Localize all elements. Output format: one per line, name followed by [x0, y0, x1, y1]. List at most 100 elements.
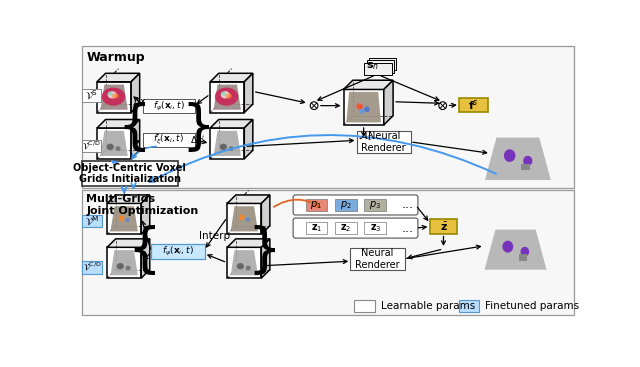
- Text: $\mathbf{z}_2$: $\mathbf{z}_2$: [340, 222, 351, 234]
- Ellipse shape: [125, 266, 131, 270]
- Circle shape: [439, 102, 447, 109]
- Text: $f_\xi^\prime(\mathbf{x}_i, t)$: $f_\xi^\prime(\mathbf{x}_i, t)$: [153, 133, 184, 147]
- FancyBboxPatch shape: [364, 199, 386, 211]
- Polygon shape: [131, 73, 140, 113]
- Polygon shape: [210, 73, 253, 82]
- Bar: [210, 82, 244, 113]
- Polygon shape: [131, 120, 140, 159]
- Polygon shape: [261, 195, 270, 234]
- Text: Neural
Renderer: Neural Renderer: [355, 248, 400, 270]
- Text: $\mathcal{V}^\mathrm{M}$: $\mathcal{V}^\mathrm{M}$: [85, 214, 100, 228]
- FancyBboxPatch shape: [429, 219, 458, 234]
- Ellipse shape: [220, 143, 227, 150]
- Polygon shape: [100, 84, 128, 110]
- FancyBboxPatch shape: [364, 62, 392, 75]
- Polygon shape: [344, 80, 393, 90]
- Ellipse shape: [112, 93, 119, 99]
- Text: $\Delta x'$: $\Delta x'$: [190, 134, 205, 145]
- Ellipse shape: [246, 266, 251, 270]
- Polygon shape: [230, 206, 258, 232]
- Text: $\mathbf{s}_n$: $\mathbf{s}_n$: [366, 60, 380, 72]
- Polygon shape: [214, 84, 241, 110]
- Polygon shape: [141, 239, 150, 278]
- Polygon shape: [485, 138, 551, 180]
- Text: ...: ...: [402, 222, 414, 235]
- Ellipse shape: [523, 156, 532, 166]
- Polygon shape: [111, 206, 138, 232]
- Text: $\mathcal{V}^\mathrm{C/D}$: $\mathcal{V}^\mathrm{C/D}$: [83, 261, 102, 273]
- Polygon shape: [244, 73, 253, 113]
- Text: $f_\psi(\mathbf{x}_i, t)$: $f_\psi(\mathbf{x}_i, t)$: [162, 245, 193, 258]
- Text: $\mathcal{A}_t$: $\mathcal{A}_t$: [358, 130, 373, 143]
- Polygon shape: [107, 195, 150, 203]
- FancyBboxPatch shape: [83, 261, 102, 273]
- FancyBboxPatch shape: [83, 90, 101, 102]
- Ellipse shape: [221, 92, 226, 96]
- Text: $\mathbf{z}_1$: $\mathbf{z}_1$: [310, 222, 322, 234]
- Text: Object-Centric Voxel
Grids Initialization: Object-Centric Voxel Grids Initializatio…: [73, 163, 186, 184]
- Polygon shape: [107, 239, 150, 247]
- Text: Finetuned params: Finetuned params: [485, 301, 579, 311]
- Ellipse shape: [107, 143, 114, 150]
- Polygon shape: [214, 131, 241, 156]
- Text: $f_\psi(\mathbf{x}_i, t)$: $f_\psi(\mathbf{x}_i, t)$: [153, 99, 185, 113]
- Ellipse shape: [364, 106, 370, 112]
- Text: {: {: [117, 102, 151, 154]
- Ellipse shape: [502, 241, 513, 252]
- Text: ...: ...: [402, 199, 414, 211]
- FancyBboxPatch shape: [367, 60, 394, 73]
- Bar: [107, 203, 141, 234]
- FancyBboxPatch shape: [459, 98, 488, 112]
- Ellipse shape: [237, 263, 244, 269]
- Bar: [210, 128, 244, 159]
- Bar: [518, 254, 527, 261]
- Text: $\mathcal{V}^\mathrm{S}$: $\mathcal{V}^\mathrm{S}$: [85, 89, 98, 102]
- FancyBboxPatch shape: [81, 46, 575, 188]
- FancyBboxPatch shape: [83, 215, 102, 227]
- Ellipse shape: [116, 263, 124, 269]
- Ellipse shape: [221, 91, 230, 98]
- Polygon shape: [227, 195, 270, 203]
- FancyBboxPatch shape: [143, 132, 195, 147]
- Ellipse shape: [239, 214, 244, 220]
- Ellipse shape: [228, 146, 234, 151]
- Ellipse shape: [215, 87, 238, 106]
- FancyBboxPatch shape: [293, 195, 418, 215]
- Text: $\mathcal{V}^\mathrm{C/D}$: $\mathcal{V}^\mathrm{C/D}$: [82, 139, 101, 152]
- Polygon shape: [141, 195, 150, 234]
- Polygon shape: [244, 120, 253, 159]
- Ellipse shape: [102, 87, 125, 106]
- Polygon shape: [97, 73, 140, 82]
- FancyBboxPatch shape: [364, 222, 386, 234]
- Ellipse shape: [360, 109, 364, 114]
- Ellipse shape: [504, 149, 515, 162]
- Text: Warmup: Warmup: [86, 51, 145, 64]
- FancyBboxPatch shape: [81, 190, 575, 315]
- FancyBboxPatch shape: [351, 248, 404, 270]
- Bar: [344, 90, 384, 125]
- Text: $\mathbf{z}_3$: $\mathbf{z}_3$: [369, 222, 381, 234]
- Text: $\mathbf{f}^s$: $\mathbf{f}^s$: [468, 98, 479, 112]
- FancyBboxPatch shape: [335, 222, 356, 234]
- Polygon shape: [227, 239, 270, 247]
- FancyBboxPatch shape: [293, 218, 418, 238]
- Polygon shape: [346, 92, 381, 123]
- Ellipse shape: [108, 91, 116, 98]
- FancyBboxPatch shape: [335, 199, 356, 211]
- Ellipse shape: [245, 217, 250, 221]
- FancyBboxPatch shape: [81, 161, 178, 186]
- Ellipse shape: [118, 215, 125, 221]
- Bar: [227, 203, 261, 234]
- Text: }: }: [181, 102, 214, 154]
- Text: $p_3$: $p_3$: [369, 199, 381, 211]
- FancyBboxPatch shape: [355, 301, 374, 312]
- Polygon shape: [484, 230, 547, 270]
- Polygon shape: [210, 120, 253, 128]
- Text: Learnable params: Learnable params: [381, 301, 475, 311]
- Text: {: {: [127, 225, 161, 277]
- Bar: [521, 164, 531, 170]
- FancyBboxPatch shape: [150, 244, 205, 259]
- Bar: [107, 247, 141, 278]
- Bar: [227, 247, 261, 278]
- Text: Interp: Interp: [198, 231, 230, 241]
